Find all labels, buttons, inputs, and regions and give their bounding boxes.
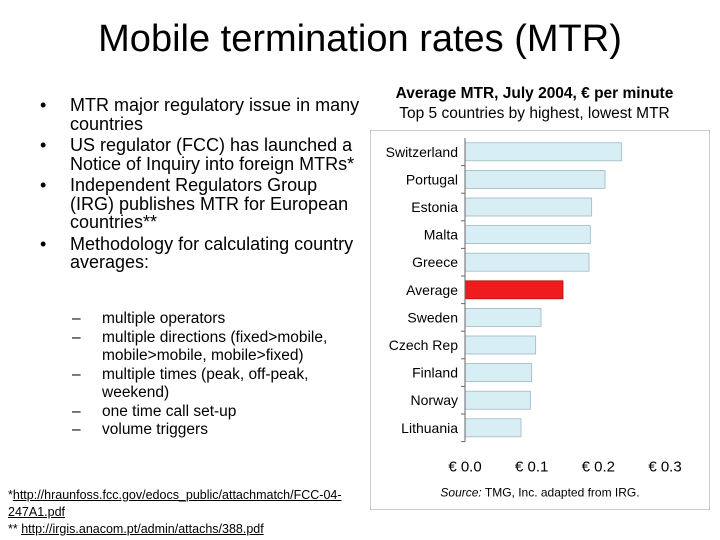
sub-bullet-item: one time call set-up <box>72 403 362 422</box>
bar <box>464 307 542 327</box>
bar <box>464 225 591 244</box>
mtr-bar-chart: Switzerland Portugal Estonia Malta Greece Ave… <box>370 130 710 510</box>
bar <box>464 252 590 272</box>
footnote-1: *http://hraunfoss.fcc.gov/edocs_public/a… <box>8 487 368 521</box>
bar <box>464 142 623 162</box>
bars-group: Switzerland Portugal Estonia Malta Greece Ave… <box>386 142 623 438</box>
x-tick-label: € 0.3 <box>648 459 681 476</box>
sub-bullet-list: multiple operators multiple directions (… <box>72 310 362 440</box>
category-label: Sweden <box>407 309 458 325</box>
chart-heading: Average MTR, July 2004, € per minute Top… <box>362 84 707 124</box>
category-label: Average <box>406 282 458 298</box>
bar-average <box>464 280 564 300</box>
bar <box>464 197 593 217</box>
bar <box>464 335 537 355</box>
bullet-item: Methodology for calculating country aver… <box>40 234 360 272</box>
slide-title: Mobile termination rates (MTR) <box>98 18 622 60</box>
footnote-marker: * <box>8 488 13 502</box>
footnote-marker: ** <box>8 522 22 536</box>
footnote-2: ** http://irgis.anacom.pt/admin/attachs/… <box>8 521 368 538</box>
bullet-item: US regulator (FCC) has launched a Notice… <box>40 136 360 173</box>
source-text: TMG, Inc. adapted from IRG. <box>482 486 640 500</box>
sub-bullet-item: multiple operators <box>72 310 362 329</box>
category-label: Malta <box>424 227 458 243</box>
x-tick-label: € 0.1 <box>515 459 548 476</box>
x-tick-label: € 0.2 <box>582 459 615 476</box>
sub-bullet-item: multiple directions (fixed>mobile, mobil… <box>72 329 362 366</box>
category-label: Lithuania <box>401 420 458 436</box>
bar <box>464 363 533 383</box>
sub-bullet-item: volume triggers <box>72 421 362 440</box>
source-label: Source: <box>440 486 481 500</box>
category-label: Czech Rep <box>389 337 458 353</box>
bullet-item: Independent Regulators Group (IRG) publi… <box>40 176 360 232</box>
ticks-group: € 0.0 € 0.1 € 0.2 € 0.3 <box>448 138 682 476</box>
bullet-list: MTR major regulatory issue in many count… <box>40 96 360 275</box>
category-label: Greece <box>412 254 458 270</box>
category-label: Finland <box>412 365 458 381</box>
chart-title: Average MTR, July 2004, € per minute <box>395 85 674 102</box>
bar <box>464 390 531 410</box>
chart-source: Source: TMG, Inc. adapted from IRG. <box>440 486 639 500</box>
bar <box>464 418 522 438</box>
category-label: Switzerland <box>386 144 458 160</box>
footnote-link-irg[interactable]: http://irgis.anacom.pt/admin/attachs/388… <box>21 522 264 536</box>
bullet-item: MTR major regulatory issue in many count… <box>40 96 360 133</box>
footnotes: *http://hraunfoss.fcc.gov/edocs_public/a… <box>8 487 368 538</box>
footnote-link-fcc[interactable]: http://hraunfoss.fcc.gov/edocs_public/at… <box>8 488 342 519</box>
category-label: Portugal <box>406 171 458 187</box>
category-label: Estonia <box>411 199 458 215</box>
chart-subtitle: Top 5 countries by highest, lowest MTR <box>399 105 670 122</box>
sub-bullet-item: multiple times (peak, off-peak, weekend) <box>72 366 362 403</box>
bar <box>464 170 606 189</box>
category-label: Norway <box>411 392 458 408</box>
x-tick-label: € 0.0 <box>448 459 481 476</box>
